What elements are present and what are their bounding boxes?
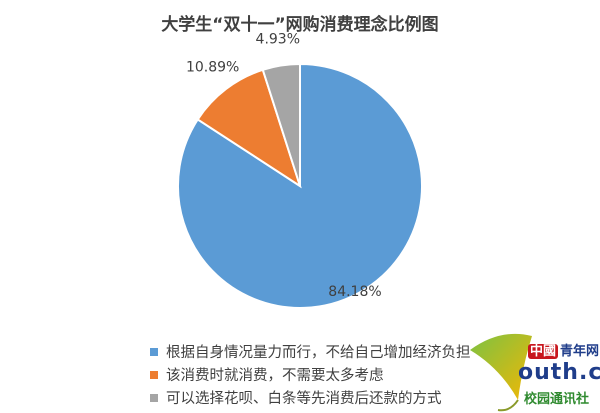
legend-swatch — [150, 370, 158, 379]
legend-item: 该消费时就消费，不需要太多考虑 — [150, 363, 471, 386]
legend-label: 该消费时就消费，不需要太多考虑 — [166, 368, 384, 384]
logo-brand: 中國 青年网 — [528, 344, 600, 359]
pie-slice — [261, 62, 301, 187]
data-label: 84.18% — [328, 284, 381, 300]
chart-title: 大学生“双十一”网购消费理念比例图 — [161, 15, 439, 35]
legend-label: 根据自身情况量力而行，不给自己增加经济负担 — [166, 345, 471, 361]
legend-label: 可以选择花呗、白条等先消费后还款的方式 — [166, 391, 442, 407]
legend-item: 根据自身情况量力而行，不给自己增加经济负担 — [150, 340, 471, 363]
data-label: 10.89% — [186, 60, 239, 76]
ginkgo-leaf-icon — [470, 333, 532, 412]
data-label: 4.93% — [256, 32, 300, 48]
legend-swatch — [150, 393, 158, 402]
logo-domain: outh.cn — [518, 360, 600, 385]
legend-item: 可以选择花呗、白条等先消费后还款的方式 — [150, 386, 471, 409]
logo-subtitle: 校园通讯社 — [524, 392, 590, 407]
pie-slice — [196, 68, 302, 189]
legend: 根据自身情况量力而行，不给自己增加经济负担 该消费时就消费，不需要太多考虑 可以… — [150, 340, 471, 409]
legend-swatch — [150, 347, 158, 356]
